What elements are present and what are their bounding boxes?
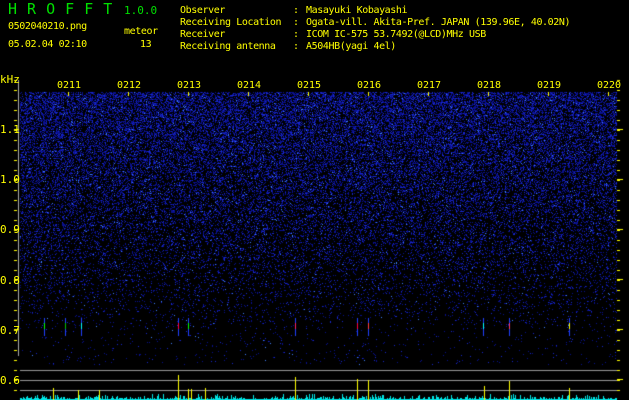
antenna-value: A504HB(yagi 4el): [306, 41, 396, 52]
colon: :: [293, 5, 299, 16]
meteor-label: meteor: [124, 26, 158, 37]
x-tick-label: 0216: [357, 80, 382, 91]
location-label: Receiving Location: [180, 17, 282, 28]
meteor-count: 13: [140, 39, 152, 50]
y-tick-label: 0.8: [0, 273, 20, 287]
x-tick-label: 0212: [117, 80, 142, 91]
x-tick-label: 0217: [417, 80, 442, 91]
x-tick-label: 0213: [177, 80, 202, 91]
datetime: 05.02.04 02:10: [8, 39, 87, 50]
x-tick-label: 0211: [57, 80, 82, 91]
colon: :: [293, 41, 299, 52]
y-tick-label: 0.7: [0, 323, 20, 337]
y-unit: kHz: [0, 73, 20, 86]
y-tick-label: 1.1: [0, 123, 20, 136]
app-title: H R O F F T: [8, 0, 113, 18]
antenna-label: Receiving antenna: [180, 41, 276, 52]
x-tick-label: 0219: [537, 80, 562, 91]
y-tick-label: 0.9: [0, 223, 20, 237]
receiver-label: Receiver: [180, 29, 225, 40]
observer-value: Masayuki Kobayashi: [306, 5, 408, 16]
y-tick-label: 1.0: [0, 173, 20, 187]
x-tick-label: 0214: [237, 80, 262, 91]
location-value: Ogata-vill. Akita-Pref. JAPAN (139.96E, …: [306, 17, 571, 28]
colon: :: [293, 17, 299, 28]
app-version: 1.0.0: [124, 4, 158, 17]
y-tick-label: 0.6: [0, 374, 20, 387]
receiver-value: ICOM IC-575 53.7492(@LCD)MHz USB: [306, 29, 486, 40]
x-tick-label: 0215: [297, 80, 322, 91]
x-tick-label: 0218: [477, 80, 502, 91]
file-name: 0502040210.png: [8, 21, 87, 32]
colon: :: [293, 29, 299, 40]
observer-label: Observer: [180, 5, 225, 16]
x-tick-label: 0220: [597, 80, 622, 91]
